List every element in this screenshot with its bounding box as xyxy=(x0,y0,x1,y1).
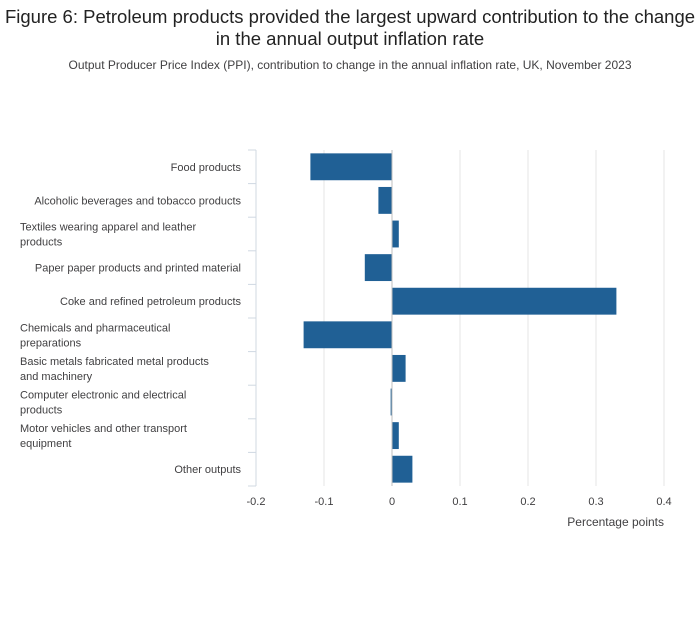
chart-title: Figure 6: Petroleum products provided th… xyxy=(4,6,696,49)
bar xyxy=(392,354,406,382)
category-label-line: Textiles wearing apparel and leather xyxy=(20,222,196,234)
category-label: Alcoholic beverages and tobacco products xyxy=(34,195,241,207)
bar xyxy=(390,388,392,416)
category-label-line: products xyxy=(20,405,63,417)
x-axis-title: Percentage points xyxy=(567,515,664,529)
bar xyxy=(392,422,399,450)
x-axis-ticks: -0.2 -0.1 0 0.1 0.2 0.3 0.4 xyxy=(247,150,672,508)
category-label-line: Basic metals fabricated metal products xyxy=(20,356,209,368)
category-label: Paper paper products and printed materia… xyxy=(35,263,241,275)
category-label-line: equipment xyxy=(20,438,71,450)
bar xyxy=(392,287,617,315)
bar xyxy=(364,254,392,282)
bar xyxy=(303,321,392,349)
bars xyxy=(303,153,617,483)
x-tick-label: -0.2 xyxy=(247,496,266,508)
category-label-line: Chemicals and pharmaceutical xyxy=(20,322,170,334)
category-label: Motor vehicles and other transport equipm… xyxy=(20,423,187,450)
category-label-line: Computer electronic and electrical xyxy=(20,390,186,402)
x-tick-label: 0 xyxy=(389,496,395,508)
x-tick-label: 0.2 xyxy=(520,496,535,508)
category-label: Coke and refined petroleum products xyxy=(60,296,241,308)
category-label-line: Coke and refined petroleum products xyxy=(60,296,241,308)
category-label-line: Paper paper products and printed materia… xyxy=(35,263,241,275)
category-label-line: and machinery xyxy=(20,371,93,383)
x-tick-label: 0.4 xyxy=(656,496,671,508)
category-label: Food products xyxy=(171,162,242,174)
category-labels: Food products Alcoholic beverages and tob… xyxy=(20,162,241,476)
x-tick-label: 0.1 xyxy=(452,496,467,508)
category-label: Other outputs xyxy=(174,464,241,476)
chart-subtitle: Output Producer Price Index (PPI), contr… xyxy=(68,58,632,72)
x-tick-label: -0.1 xyxy=(315,496,334,508)
bar xyxy=(378,186,392,214)
category-label-line: Other outputs xyxy=(174,464,241,476)
category-label: Computer electronic and electrical produc… xyxy=(20,390,186,417)
category-label: Chemicals and pharmaceutical preparations xyxy=(20,322,170,349)
category-label-line: preparations xyxy=(20,337,82,349)
category-label: Textiles wearing apparel and leather prod… xyxy=(20,222,196,249)
bar xyxy=(310,153,392,181)
category-label-line: products xyxy=(20,237,63,249)
x-tick-label: 0.3 xyxy=(588,496,603,508)
bar xyxy=(392,455,413,483)
category-label-line: Alcoholic beverages and tobacco products xyxy=(34,195,241,207)
category-label-line: Food products xyxy=(171,162,242,174)
bar xyxy=(392,220,399,248)
category-label: Basic metals fabricated metal products an… xyxy=(20,356,209,383)
category-label-line: Motor vehicles and other transport xyxy=(20,423,187,435)
gridlines xyxy=(248,149,665,487)
